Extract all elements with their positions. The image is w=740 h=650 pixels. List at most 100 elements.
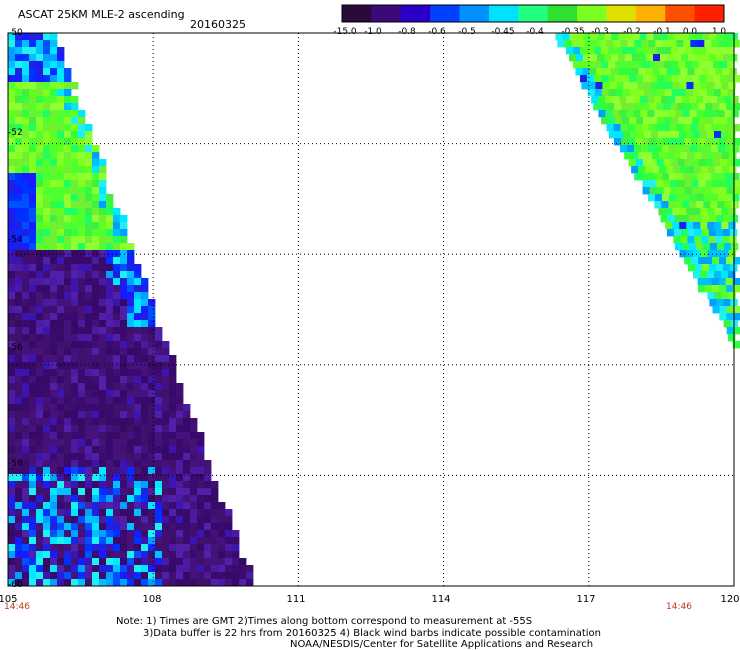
swath-cell	[71, 509, 79, 517]
swath-cell	[134, 432, 142, 440]
swath-cell	[36, 75, 44, 83]
swath-cell	[148, 558, 156, 566]
swath-cell	[162, 355, 170, 363]
swath-cell	[85, 474, 93, 482]
swath-cell	[141, 327, 149, 335]
swath-cell	[197, 460, 205, 468]
swath-cell	[64, 551, 72, 559]
swath-cell	[15, 96, 23, 104]
swath-cell	[671, 47, 679, 55]
swath-cell	[663, 180, 671, 188]
swath-cell	[148, 537, 156, 545]
swath-cell	[197, 453, 205, 461]
swath-cell	[710, 201, 718, 209]
swath-cell	[8, 376, 16, 384]
swath-cell	[64, 327, 72, 335]
swath-cell	[726, 327, 735, 335]
swath-cell	[64, 383, 72, 391]
swath-cell	[78, 348, 86, 356]
swath-cell	[22, 96, 30, 104]
swath-cell	[57, 383, 65, 391]
swath-cell	[141, 341, 149, 349]
swath-cell	[85, 320, 93, 328]
swath-cell	[169, 432, 177, 440]
swath-cell	[727, 47, 735, 55]
swath-cell	[634, 124, 642, 132]
swath-cell	[127, 264, 135, 272]
swath-cell	[183, 537, 191, 545]
swath-cell	[602, 82, 610, 90]
swath-cell	[8, 327, 16, 335]
swath-cell	[619, 110, 627, 118]
swath-cell	[113, 299, 121, 307]
swath-cell	[141, 488, 149, 496]
swath-cell	[50, 516, 58, 524]
swath-cell	[134, 418, 142, 426]
swath-cell	[155, 453, 163, 461]
swath-cell	[8, 390, 16, 398]
swath-cell	[29, 47, 37, 55]
swath-cell	[662, 124, 670, 132]
swath-cell	[176, 474, 184, 482]
swath-cell	[43, 502, 51, 510]
swath-cell	[57, 257, 65, 265]
swath-cell	[197, 446, 205, 454]
swath-cell	[176, 572, 184, 580]
swath-cell	[658, 82, 666, 90]
swath-cell	[22, 222, 30, 230]
swath-cell	[718, 124, 726, 132]
swath-cell	[22, 509, 30, 517]
swath-cell	[684, 257, 692, 265]
swath-cell	[15, 313, 23, 321]
swath-cell	[50, 397, 58, 405]
swath-cell	[99, 327, 107, 335]
swath-cell	[113, 397, 121, 405]
swath-cell	[8, 145, 16, 153]
swath-cell	[29, 502, 37, 510]
swath-cell	[29, 341, 37, 349]
swath-cell	[645, 54, 654, 62]
swath-cell	[211, 523, 219, 531]
swath-cell	[29, 313, 37, 321]
swath-cell	[113, 467, 121, 475]
swath-cell	[120, 572, 128, 580]
swath-cell	[707, 208, 715, 216]
swath-cell	[183, 495, 191, 503]
swath-cell	[642, 75, 651, 83]
swath-cell	[36, 502, 44, 510]
swath-cell	[92, 257, 100, 265]
swath-cell	[22, 152, 30, 160]
swath-cell	[176, 481, 184, 489]
swath-cell	[57, 159, 65, 167]
swath-cell	[85, 285, 93, 293]
swath-cell	[683, 173, 691, 181]
swath-cell	[106, 558, 114, 566]
swath-cell	[225, 544, 233, 552]
swath-cell	[85, 145, 93, 153]
swath-cell	[635, 159, 644, 167]
swath-cell	[29, 124, 37, 132]
swath-cell	[57, 166, 65, 174]
swath-cell	[169, 474, 177, 482]
swath-cell	[155, 334, 163, 342]
swath-cell	[162, 432, 170, 440]
swath-cell	[85, 537, 93, 545]
swath-cell	[687, 152, 695, 160]
swath-cell	[15, 201, 23, 209]
swath-cell	[176, 383, 184, 391]
swath-cell	[120, 348, 128, 356]
swath-cell	[71, 243, 79, 251]
swath-cell	[85, 376, 93, 384]
swath-cell	[670, 187, 678, 195]
swath-cell	[699, 131, 708, 139]
swath-cell	[687, 229, 696, 237]
swath-cell	[22, 285, 30, 293]
swath-cell	[36, 320, 44, 328]
swath-cell	[50, 320, 58, 328]
swath-cell	[717, 110, 725, 118]
swath-cell	[106, 201, 114, 209]
swath-cell	[706, 117, 714, 125]
swath-cell	[50, 467, 58, 475]
swath-cell	[710, 110, 718, 118]
swath-cell	[106, 523, 114, 531]
